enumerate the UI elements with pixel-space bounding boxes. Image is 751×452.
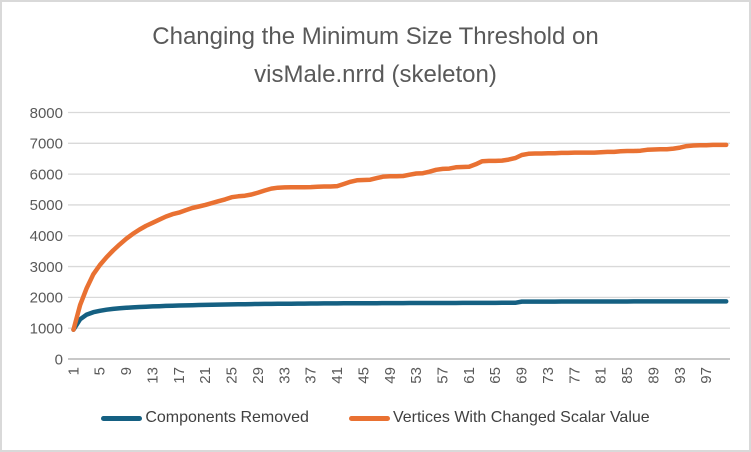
legend-item: Vertices With Changed Scalar Value <box>348 409 650 427</box>
x-tick-label: 45 <box>355 367 372 384</box>
chart-title-line2: visMale.nrrd (skeleton) <box>254 61 497 88</box>
legend: Components Removed Vertices With Changed … <box>2 409 749 427</box>
legend-item: Components Removed <box>101 409 309 427</box>
x-tick-label: 65 <box>487 367 504 384</box>
x-tick-label: 53 <box>408 367 425 384</box>
x-tick-label: 21 <box>197 367 214 384</box>
y-tick-label: 4000 <box>30 228 63 245</box>
legend-swatch <box>101 415 143 421</box>
x-tick-label: 73 <box>540 367 557 384</box>
x-tick-label: 57 <box>435 367 452 384</box>
x-tick-label: 93 <box>672 367 689 384</box>
y-tick-label: 6000 <box>30 166 63 183</box>
series-line-vertices-changed <box>71 142 729 332</box>
x-tick-label: 97 <box>698 367 715 384</box>
legend-swatch <box>348 415 390 421</box>
y-tick-label: 1000 <box>30 320 63 337</box>
series-line-components-removed <box>71 299 729 332</box>
x-tick-label: 29 <box>250 367 267 384</box>
legend-label: Components Removed <box>145 409 309 426</box>
chart-title: Changing the Minimum Size Threshold on v… <box>2 18 749 94</box>
y-tick-label: 5000 <box>30 197 63 214</box>
legend-label: Vertices With Changed Scalar Value <box>392 409 650 426</box>
y-tick-label: 0 <box>55 351 63 368</box>
y-tick-label: 7000 <box>30 136 63 153</box>
x-tick-label: 49 <box>382 367 399 384</box>
x-tick-label: 25 <box>224 367 241 384</box>
x-tick-label: 33 <box>276 367 293 384</box>
x-tick-label: 61 <box>461 367 478 384</box>
y-tick-label: 3000 <box>30 259 63 276</box>
y-tick-label: 2000 <box>30 290 63 307</box>
x-tick-label: 85 <box>619 367 636 384</box>
x-tick-label: 81 <box>593 367 610 384</box>
x-tick-label: 13 <box>144 367 161 384</box>
chart-title-line1: Changing the Minimum Size Threshold on <box>152 23 599 50</box>
x-tick-label: 1 <box>65 367 82 375</box>
x-tick-label: 5 <box>92 367 109 375</box>
x-tick-label: 17 <box>171 367 188 384</box>
x-tick-label: 41 <box>329 367 346 384</box>
x-tick-label: 37 <box>303 367 320 384</box>
x-tick-label: 9 <box>118 367 135 375</box>
y-tick-label: 8000 <box>30 105 63 122</box>
x-tick-label: 69 <box>514 367 531 384</box>
x-tick-label: 89 <box>645 367 662 384</box>
x-tick-label: 77 <box>566 367 583 384</box>
